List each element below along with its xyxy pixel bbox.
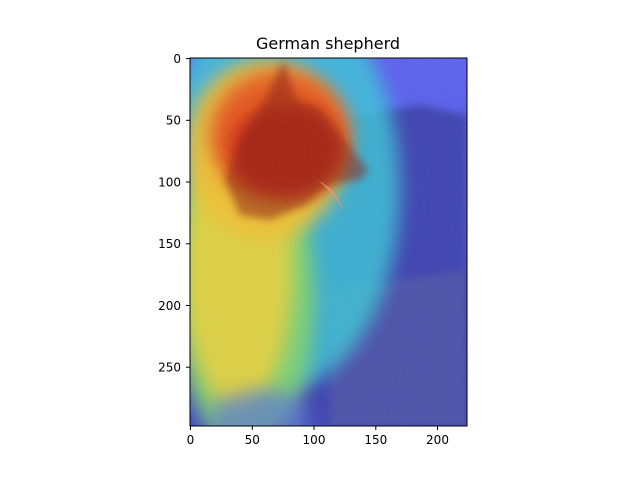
y-tick-label: 100 — [158, 176, 181, 190]
axes-frame — [189, 57, 468, 427]
x-tick-label: 50 — [245, 433, 260, 447]
gradcam-heatmap-image — [190, 58, 467, 426]
x-tick-label: 100 — [303, 433, 326, 447]
y-tick-label: 250 — [158, 361, 181, 375]
chart-title: German shepherd — [256, 34, 400, 53]
x-axis: 0 50 100 150 200 — [187, 426, 449, 447]
x-tick-label: 150 — [364, 433, 387, 447]
y-tick-label: 150 — [158, 237, 181, 251]
y-tick-label: 0 — [173, 52, 181, 66]
x-tick-label: 0 — [187, 433, 195, 447]
y-axis: 0 50 100 150 200 250 — [158, 52, 190, 375]
x-tick-label: 200 — [426, 433, 449, 447]
y-tick-label: 50 — [166, 114, 181, 128]
y-tick-label: 200 — [158, 299, 181, 313]
